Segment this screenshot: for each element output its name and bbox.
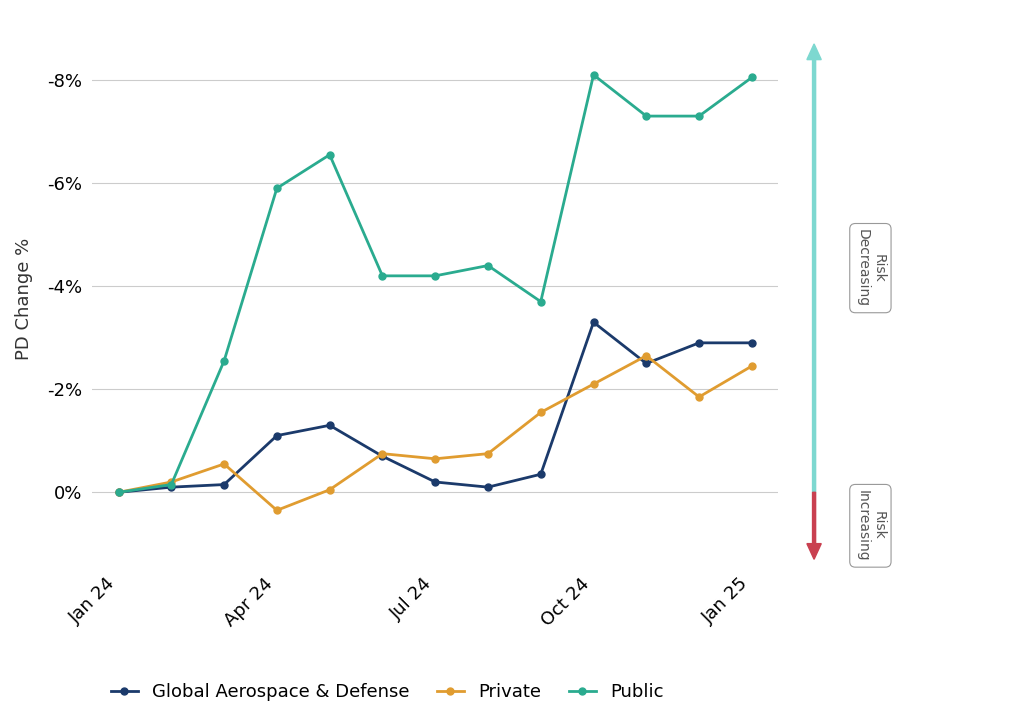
Public: [693, 112, 706, 120]
Public: [113, 488, 125, 496]
Public: [482, 261, 495, 270]
Private: [270, 506, 283, 515]
Line: Public: Public: [115, 71, 756, 496]
Private: [113, 488, 125, 496]
Private: [745, 362, 758, 370]
Global Aerospace & Defense: [270, 431, 283, 440]
Global Aerospace & Defense: [482, 483, 495, 491]
Line: Global Aerospace & Defense: Global Aerospace & Defense: [115, 319, 756, 496]
Global Aerospace & Defense: [640, 359, 652, 367]
Public: [165, 481, 177, 489]
Line: Private: Private: [115, 352, 756, 514]
Global Aerospace & Defense: [429, 478, 441, 486]
Public: [218, 357, 230, 365]
Global Aerospace & Defense: [324, 421, 336, 429]
Public: [270, 184, 283, 192]
Legend: Global Aerospace & Defense, Private, Public: Global Aerospace & Defense, Private, Pub…: [103, 676, 671, 708]
Private: [165, 478, 177, 486]
Global Aerospace & Defense: [113, 488, 125, 496]
Global Aerospace & Defense: [376, 452, 388, 461]
Global Aerospace & Defense: [745, 339, 758, 347]
Private: [640, 352, 652, 360]
Global Aerospace & Defense: [535, 470, 547, 478]
Public: [535, 298, 547, 306]
Y-axis label: PD Change %: PD Change %: [15, 238, 34, 360]
Private: [535, 408, 547, 417]
Private: [482, 449, 495, 458]
Private: [429, 454, 441, 463]
Private: [376, 449, 388, 458]
Global Aerospace & Defense: [588, 318, 600, 327]
Global Aerospace & Defense: [165, 483, 177, 491]
Public: [324, 150, 336, 159]
Public: [588, 70, 600, 79]
Private: [588, 379, 600, 388]
Public: [640, 112, 652, 120]
Public: [745, 73, 758, 82]
Text: Risk
Increasing: Risk Increasing: [855, 490, 886, 562]
Private: [693, 393, 706, 402]
Public: [376, 271, 388, 280]
Global Aerospace & Defense: [693, 339, 706, 347]
Text: Risk
Decreasing: Risk Decreasing: [855, 229, 886, 307]
Public: [429, 271, 441, 280]
Private: [218, 460, 230, 468]
Private: [324, 486, 336, 494]
Global Aerospace & Defense: [218, 481, 230, 489]
